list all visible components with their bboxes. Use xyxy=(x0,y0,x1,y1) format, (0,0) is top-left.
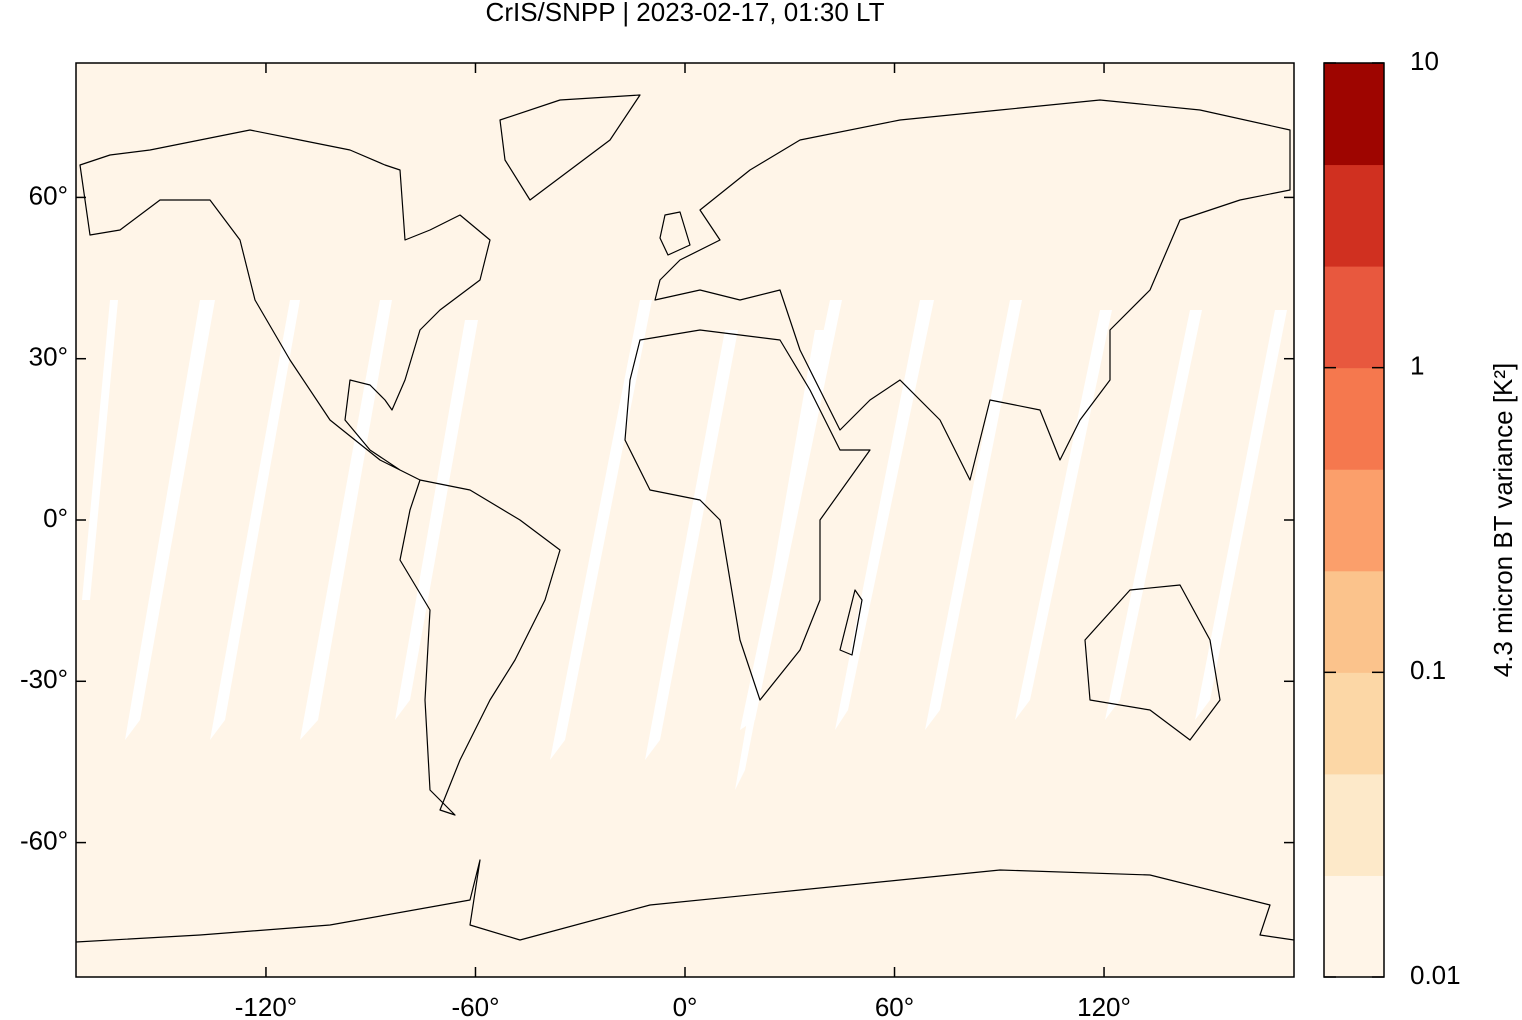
eurasia xyxy=(654,99,1291,481)
colorbar-tick-label: 0.01 xyxy=(1410,960,1461,990)
swath xyxy=(300,300,392,740)
colorbar-label: 4.3 micron BT variance [K²] xyxy=(1488,363,1518,678)
colorbar xyxy=(1324,63,1384,978)
y-tick-label: 60° xyxy=(29,180,68,210)
swath xyxy=(925,300,1022,730)
swath xyxy=(210,300,300,740)
x-tick-label: 0° xyxy=(673,992,698,1020)
colorbar-band xyxy=(1324,266,1384,369)
south-america xyxy=(399,479,561,816)
colorbar-band xyxy=(1324,164,1384,267)
swath xyxy=(645,330,738,760)
colorbar-tick-label: 0.1 xyxy=(1410,655,1446,685)
antarctica xyxy=(75,859,1295,943)
colorbar-band xyxy=(1324,367,1384,470)
no-data-swaths xyxy=(82,300,1287,790)
swath xyxy=(740,300,842,730)
colorbar-band xyxy=(1324,63,1384,166)
y-tick-label: -60° xyxy=(20,825,68,855)
y-tick-label: -30° xyxy=(20,664,68,694)
x-tick-label: -60° xyxy=(451,992,499,1020)
y-tick-label: 30° xyxy=(29,342,68,372)
x-tick-label: 60° xyxy=(875,992,914,1020)
swath xyxy=(82,300,118,600)
africa xyxy=(624,329,871,701)
y-tick-label: 0° xyxy=(43,503,68,533)
british-isles xyxy=(659,211,691,256)
colorbar-frame xyxy=(1323,62,1385,978)
swath xyxy=(1195,310,1287,720)
colorbar-band xyxy=(1324,469,1384,572)
colorbar-band xyxy=(1324,570,1384,673)
madagascar xyxy=(839,589,863,656)
x-tick-label: -120° xyxy=(235,992,297,1020)
coastlines xyxy=(75,94,1295,943)
australia xyxy=(1084,584,1221,741)
north-america xyxy=(79,129,491,481)
greenland xyxy=(499,94,641,201)
colorbar-tick-label: 1 xyxy=(1410,351,1424,381)
swath xyxy=(1015,310,1112,720)
colorbar-band xyxy=(1324,672,1384,775)
title: CrIS/SNPP | 2023-02-17, 01:30 LT xyxy=(486,0,885,27)
swath xyxy=(835,300,934,730)
map-background xyxy=(76,63,1294,977)
x-tick-label: 120° xyxy=(1077,992,1131,1020)
swath xyxy=(125,300,215,740)
colorbar-band xyxy=(1324,773,1384,876)
colorbar-band xyxy=(1324,875,1384,978)
swath xyxy=(1105,310,1202,720)
colorbar-tick-label: 10 xyxy=(1410,46,1439,76)
swath xyxy=(395,320,478,720)
